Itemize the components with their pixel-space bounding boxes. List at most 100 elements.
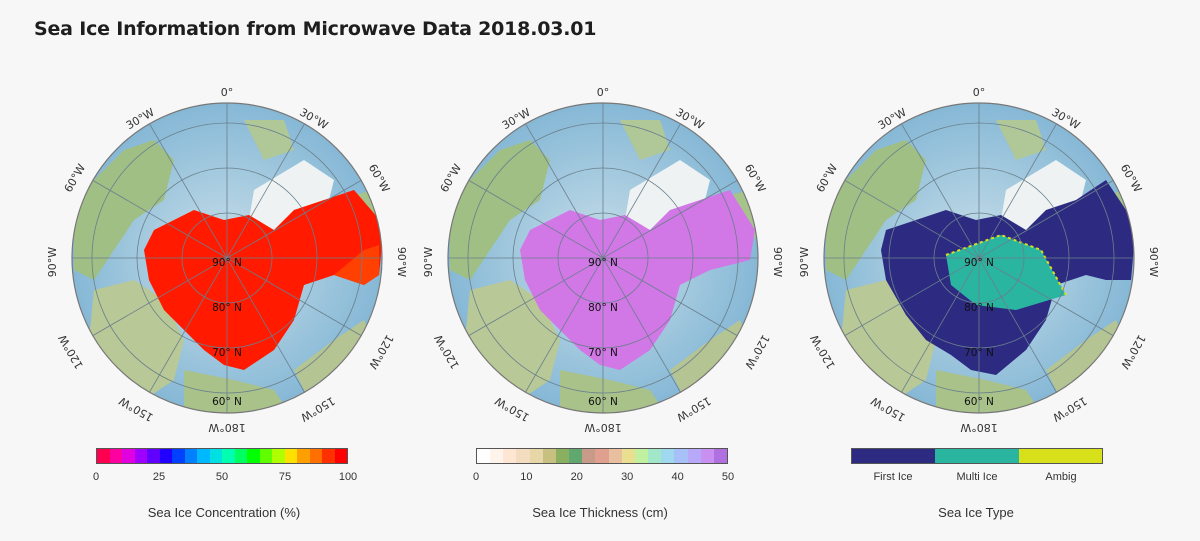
meridian-label-0: 0° xyxy=(221,86,234,99)
meridian-label-120w-right: 120°W xyxy=(742,332,772,371)
latitude-label-60n: 60° N xyxy=(212,396,242,408)
colorbar-segment xyxy=(309,449,322,463)
meridian-label-120w-left: 120°W xyxy=(56,332,86,371)
latitude-label-70n: 70° N xyxy=(964,347,994,359)
meridian-label-150w-left: 150°W xyxy=(493,394,532,424)
colorbar-tick-label: 75 xyxy=(278,471,292,483)
graticule xyxy=(824,103,1134,413)
colorbar-tick-label: First Ice xyxy=(873,471,913,483)
colorbar-segment xyxy=(234,449,247,463)
colorbar-segment xyxy=(687,449,701,463)
colorbar-tick-label: 20 xyxy=(570,471,583,483)
colorbar-segment xyxy=(184,449,197,463)
meridian-label-90w-left: 90°W xyxy=(422,247,435,277)
meridian-label-90w-left: 90°W xyxy=(798,247,811,277)
colorbar-segment xyxy=(569,449,583,463)
latitude-label-90n: 90° N xyxy=(588,257,618,269)
latitude-label-60n: 60° N xyxy=(588,396,618,408)
colorbar-segment xyxy=(529,449,543,463)
colorbar-segment xyxy=(284,449,297,463)
colorbar-segment xyxy=(159,449,172,463)
colorbar-segment xyxy=(582,449,596,463)
type-colorbar xyxy=(851,448,1103,464)
meridian-label-90w-right: 90°W xyxy=(395,247,408,277)
colorbar-segment xyxy=(490,449,504,463)
latitude-label-90n: 90° N xyxy=(212,257,242,269)
colorbar-segment xyxy=(555,449,570,463)
colorbar-tick-label: Multi Ice xyxy=(956,471,998,483)
latitude-label-80n: 80° N xyxy=(964,302,994,314)
colorbar-segment xyxy=(621,449,635,463)
colorbar-segment xyxy=(122,449,135,463)
colorbar-segment xyxy=(935,449,1019,463)
thickness-ticks: 0 10 20 30 40 50 xyxy=(473,471,734,485)
colorbar-tick-label: 10 xyxy=(520,471,533,483)
meridian-label-120w-left: 120°W xyxy=(432,332,462,371)
thickness-colorbar xyxy=(476,448,728,464)
meridian-label-90w-right: 90°W xyxy=(1147,247,1160,277)
type-map: 0° 30°W 30°W 60°W 60°W 90°W 90°W 120°W 1… xyxy=(798,86,1160,434)
colorbar-segment xyxy=(700,449,714,463)
colorbar-segment xyxy=(297,449,310,463)
map-border xyxy=(71,102,383,414)
colorbar-segment xyxy=(852,449,936,463)
colorbar-segment xyxy=(197,449,210,463)
colorbar-segment xyxy=(661,449,675,463)
colorbar-segment xyxy=(322,449,335,463)
colorbar-segment xyxy=(477,449,491,463)
type-panel: 0° 30°W 30°W 60°W 60°W 90°W 90°W 120°W 1… xyxy=(786,80,1166,541)
colorbar-tick-label: 30 xyxy=(621,471,634,483)
latitude-label-70n: 70° N xyxy=(588,347,618,359)
colorbar-segment xyxy=(172,449,185,463)
colorbar-tick-label: 100 xyxy=(338,471,358,483)
colorbar-segment xyxy=(608,449,622,463)
colorbar-segment xyxy=(648,449,662,463)
colorbar-tick-label: 40 xyxy=(671,471,684,483)
meridian-label-90w-left: 90°W xyxy=(46,247,59,277)
page-title: Sea Ice Information from Microwave Data … xyxy=(34,18,597,40)
colorbar-segment xyxy=(1018,449,1102,463)
colorbar-segment xyxy=(542,449,556,463)
thickness-legend-title: Sea Ice Thickness (cm) xyxy=(532,505,668,520)
graticule xyxy=(72,103,382,413)
concentration-map: 0° 30°W 30°W 60°W 60°W 90°W 90°W 120°W 1… xyxy=(46,86,408,434)
meridian-label-60w-right: 60°W xyxy=(1118,162,1145,195)
colorbar-segment xyxy=(634,449,649,463)
colorbar-segment xyxy=(503,449,517,463)
meridian-label-150w-left: 150°W xyxy=(869,394,908,424)
latitude-label-90n: 90° N xyxy=(964,257,994,269)
colorbar-tick-label: 50 xyxy=(721,471,735,483)
colorbar-segment xyxy=(97,449,110,463)
meridian-label-60w-left: 60°W xyxy=(438,162,465,195)
meridian-label-120w-left: 120°W xyxy=(808,332,838,371)
latitude-label-60n: 60° N xyxy=(964,396,994,408)
meridian-label-120w-right: 120°W xyxy=(1118,332,1148,371)
meridian-label-150w-left: 150°W xyxy=(117,394,156,424)
meridian-label-60w-right: 60°W xyxy=(366,162,393,195)
colorbar-segment xyxy=(272,449,285,463)
thickness-panel: 0° 30°W 30°W 60°W 60°W 90°W 90°W 120°W 1… xyxy=(410,80,790,541)
map-border xyxy=(823,102,1135,414)
colorbar-segment xyxy=(147,449,160,463)
sea-ice-concentration-area xyxy=(144,190,382,370)
type-legend-title: Sea Ice Type xyxy=(938,505,1014,520)
meridian-label-150w-right: 150°W xyxy=(674,394,713,424)
graticule xyxy=(448,103,758,413)
colorbar-segment xyxy=(134,449,147,463)
meridian-label-150w-right: 150°W xyxy=(1050,394,1089,424)
meridian-label-120w-right: 120°W xyxy=(366,332,396,371)
concentration-colorbar xyxy=(96,448,348,464)
meridian-label-0: 0° xyxy=(597,86,610,99)
meridian-label-180w: 180°W xyxy=(208,421,245,434)
latitude-label-70n: 70° N xyxy=(212,347,242,359)
meridian-label-0: 0° xyxy=(973,86,986,99)
colorbar-segment xyxy=(713,449,727,463)
meridian-label-90w-right: 90°W xyxy=(771,247,784,277)
colorbar-segment xyxy=(595,449,609,463)
colorbar-tick-label: Ambig xyxy=(1045,471,1077,483)
latitude-label-80n: 80° N xyxy=(212,302,242,314)
sea-ice-thickness-area xyxy=(520,190,755,370)
colorbar-segment xyxy=(247,449,260,463)
meridian-label-180w: 180°W xyxy=(584,421,621,434)
colorbar-segment xyxy=(674,449,688,463)
